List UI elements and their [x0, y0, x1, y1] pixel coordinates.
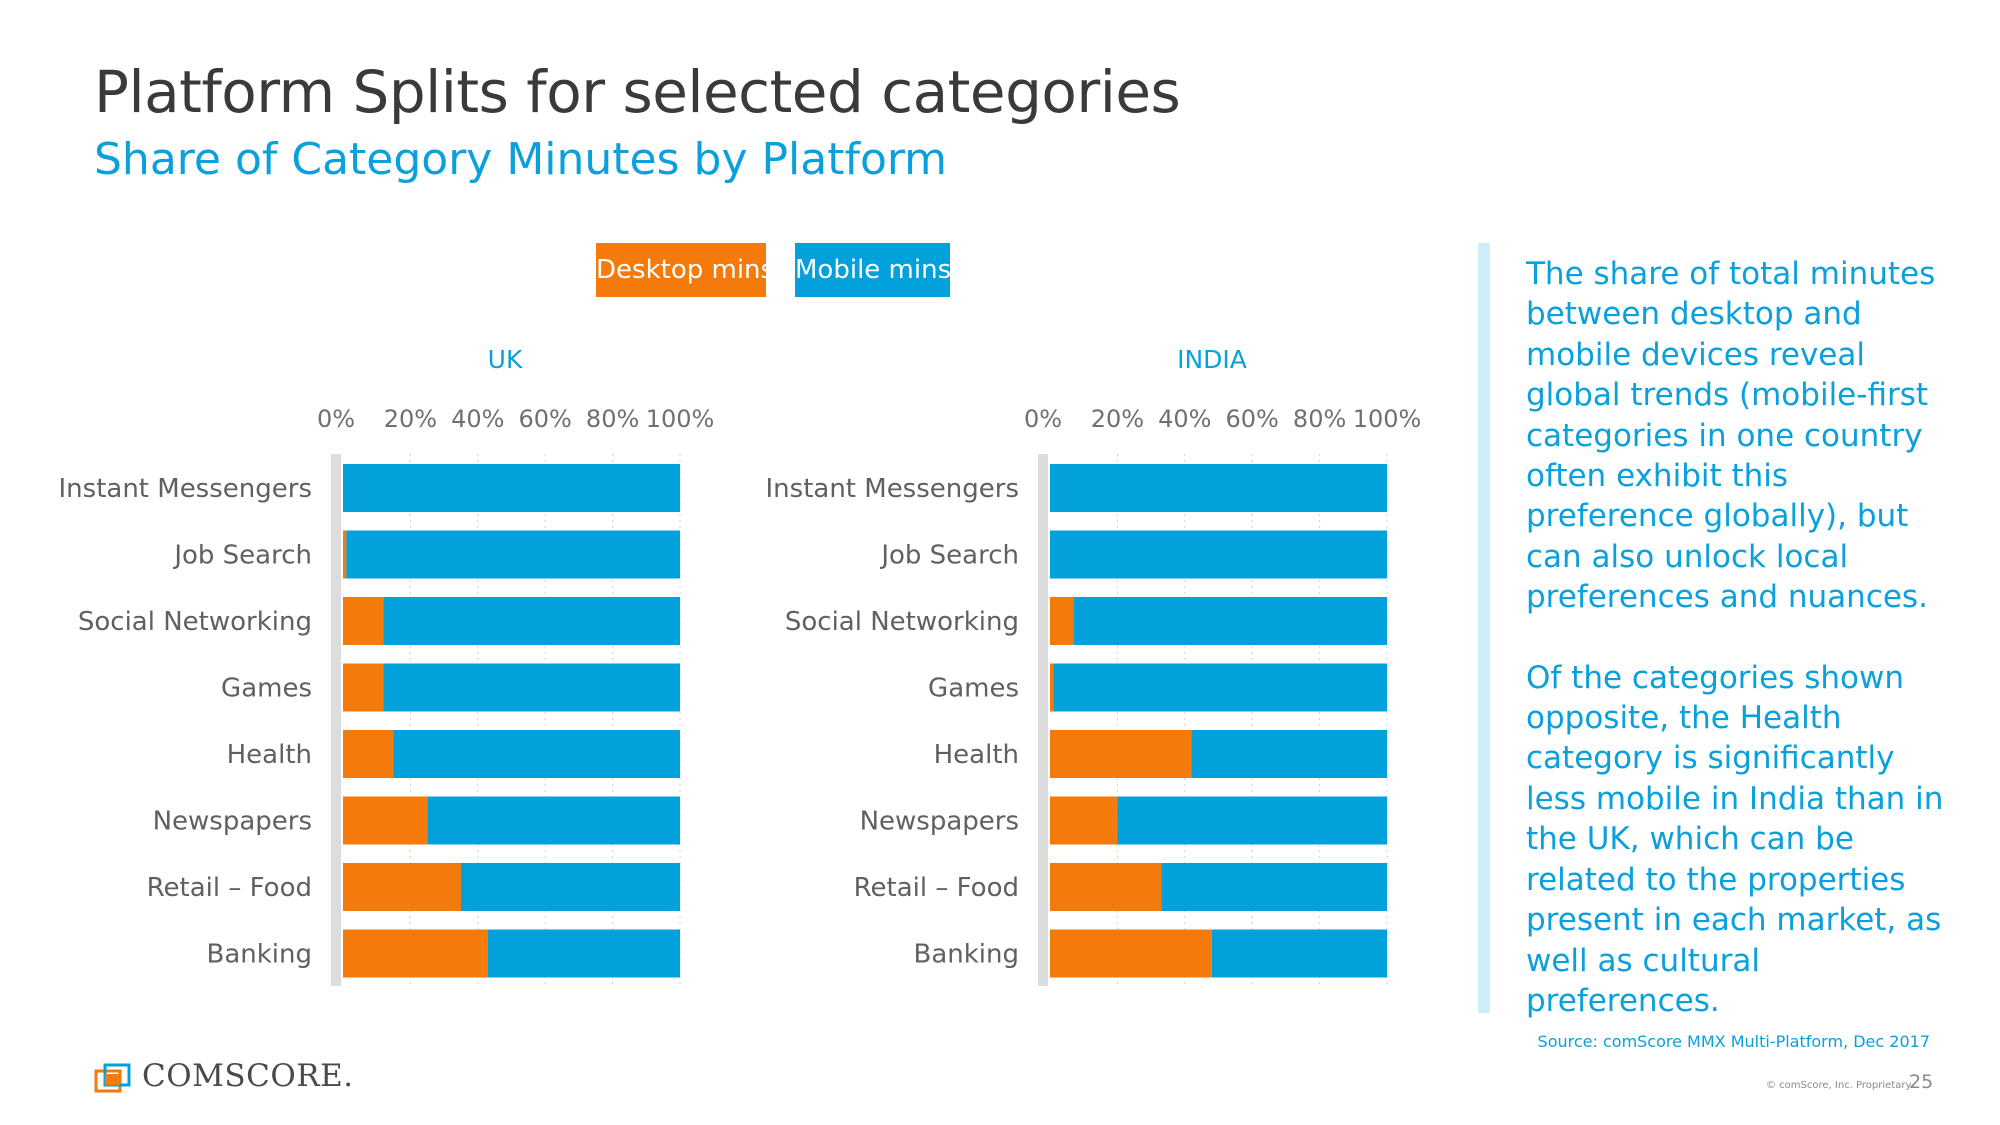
uk-category-label: Instant Messengers: [59, 474, 313, 504]
india-tick-label: 80%: [1293, 405, 1346, 433]
uk-axis-line: [331, 454, 341, 986]
india-tick-label: 100%: [1353, 405, 1422, 433]
india-category-label: Banking: [913, 940, 1019, 970]
india-category-label: Retail – Food: [854, 873, 1019, 903]
india-category-label: Newspapers: [860, 807, 1019, 837]
india-tick-label: 40%: [1158, 405, 1211, 433]
uk-tick-label: 100%: [646, 405, 715, 433]
india-tick-label: 0%: [1024, 405, 1062, 433]
uk-tick-label: 20%: [384, 405, 437, 433]
legend-desktop: Desktop mins: [596, 243, 774, 297]
uk-bar-mobile: [487, 929, 680, 978]
uk-category-label: Newspapers: [153, 807, 312, 837]
india-bar-mobile: [1117, 796, 1387, 845]
uk-tick-label: 0%: [317, 405, 355, 433]
uk-category-label: Games: [221, 674, 312, 704]
page-number: 25: [1909, 1071, 1934, 1093]
india-bar-mobile: [1161, 863, 1387, 911]
uk-bar-desktop: [343, 929, 488, 978]
uk-bar-mobile: [427, 796, 680, 845]
india-bar-mobile: [1050, 530, 1387, 579]
uk-bar-desktop: [343, 530, 347, 579]
page-title: Platform Splits for selected categories: [94, 58, 1181, 126]
commentary-paragraph-2: Of the categories shown opposite, the He…: [1526, 659, 1944, 1019]
india-bar-mobile: [1191, 730, 1387, 778]
uk-category-label: Retail – Food: [147, 873, 312, 903]
india-bar-desktop: [1050, 929, 1212, 978]
india-category-label: Social Networking: [785, 607, 1019, 637]
india-category-label: Instant Messengers: [766, 474, 1020, 504]
uk-category-label: Health: [227, 740, 312, 770]
logo-wordmark: COMSCORE.: [142, 1058, 354, 1094]
india-bar-mobile: [1211, 929, 1387, 978]
uk-tick-label: 80%: [586, 405, 639, 433]
side-divider: [1478, 243, 1490, 1013]
source-note: Source: comScore MMX Multi-Platform, Dec…: [1537, 1032, 1930, 1051]
uk-tick-label: 40%: [451, 405, 504, 433]
uk-bar-mobile: [383, 597, 680, 645]
uk-category-label: Banking: [206, 940, 312, 970]
india-chart-title: INDIA: [1177, 345, 1247, 374]
india-bar-desktop: [1050, 730, 1192, 778]
india-category-label: Job Search: [879, 541, 1019, 571]
uk-bar-desktop: [343, 730, 394, 778]
comscore-logo-icon: [94, 1063, 131, 1093]
page-subtitle: Share of Category Minutes by Platform: [94, 134, 948, 185]
commentary-paragraph-1: The share of total minutes between deskt…: [1526, 256, 1936, 616]
uk-bar-desktop: [343, 663, 384, 712]
india-bar-mobile: [1050, 464, 1387, 512]
india-tick-label: 20%: [1091, 405, 1144, 433]
commentary: The share of total minutes between deskt…: [1526, 254, 1946, 1061]
uk-bar-mobile: [393, 730, 680, 778]
india-bar-mobile: [1053, 663, 1387, 712]
india-category-label: Health: [934, 740, 1019, 770]
india-category-label: Games: [928, 674, 1019, 704]
uk-category-label: Social Networking: [78, 607, 312, 637]
india-tick-label: 60%: [1226, 405, 1279, 433]
uk-tick-label: 60%: [519, 405, 572, 433]
uk-bar-desktop: [343, 597, 384, 645]
uk-bar-mobile: [346, 530, 680, 579]
india-bar-desktop: [1050, 863, 1162, 911]
uk-bar-mobile: [343, 464, 680, 512]
india-bar-mobile: [1073, 597, 1387, 645]
copyright-note: © comScore, Inc. Proprietary.: [1766, 1080, 1914, 1091]
india-bar-desktop: [1050, 796, 1118, 845]
india-bar-desktop: [1050, 663, 1054, 712]
charts-canvas: UK0% 20% 40% 60% 80% 100%Instant MessengersJo…: [59, 345, 1422, 986]
uk-chart-title: UK: [488, 345, 523, 374]
uk-bar-desktop: [343, 796, 428, 845]
india-axis-line: [1038, 454, 1048, 986]
uk-bar-mobile: [383, 663, 680, 712]
uk-category-label: Job Search: [172, 541, 312, 571]
uk-bar-desktop: [343, 863, 461, 911]
legend-mobile: Mobile mins: [795, 243, 951, 297]
uk-bar-mobile: [460, 863, 680, 911]
india-bar-desktop: [1050, 597, 1074, 645]
